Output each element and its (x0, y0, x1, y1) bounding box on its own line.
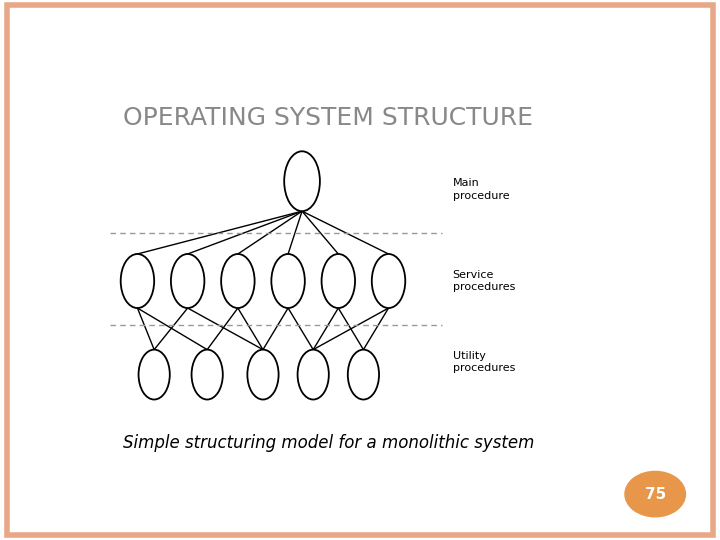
Ellipse shape (271, 254, 305, 308)
Text: Simple structuring model for a monolithic system: Simple structuring model for a monolithi… (124, 434, 535, 452)
Ellipse shape (248, 349, 279, 400)
Text: Service
procedures: Service procedures (453, 270, 515, 292)
Ellipse shape (138, 349, 170, 400)
Text: Utility
procedures: Utility procedures (453, 351, 515, 373)
Ellipse shape (221, 254, 255, 308)
Ellipse shape (284, 151, 320, 211)
Ellipse shape (322, 254, 355, 308)
Text: Main
procedure: Main procedure (453, 178, 509, 201)
Text: OPERATING SYSTEM STRUCTURE: OPERATING SYSTEM STRUCTURE (124, 106, 534, 130)
Text: 75: 75 (644, 487, 666, 502)
Ellipse shape (171, 254, 204, 308)
Ellipse shape (121, 254, 154, 308)
Ellipse shape (372, 254, 405, 308)
Ellipse shape (192, 349, 222, 400)
Ellipse shape (348, 349, 379, 400)
Ellipse shape (297, 349, 329, 400)
